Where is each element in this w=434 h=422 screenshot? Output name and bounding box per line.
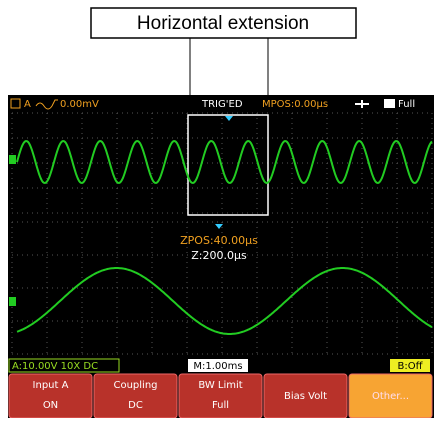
softkey-title: Coupling — [113, 380, 157, 391]
trigger-channel: A — [24, 99, 31, 110]
softkey-value: DC — [128, 400, 143, 411]
screenshot: Horizontal extension A 0.00mV TRIG'ED MP… — [0, 0, 434, 418]
trigger-level: 0.00mV — [60, 99, 99, 110]
softkey-title: BW Limit — [198, 380, 242, 391]
zoom-timebase: Z:200.0µs — [191, 249, 247, 262]
main-position: MPOS:0.00µs — [262, 99, 328, 110]
channel-marker — [9, 297, 16, 306]
zoom-position: ZPOS:40.00µs — [180, 234, 258, 247]
main-timebase: M:1.00ms — [193, 361, 242, 372]
softkey-title: Input A — [33, 380, 69, 391]
callout-label: Horizontal extension — [137, 13, 309, 34]
power-status: Full — [398, 99, 415, 110]
trigger-state: TRIG'ED — [201, 99, 243, 110]
softkey-value: ON — [43, 400, 58, 411]
channel-b-info: B:Off — [398, 361, 424, 372]
softkey-title: Other... — [372, 391, 409, 402]
channel-marker — [9, 155, 16, 164]
softkey-title: Bias Volt — [284, 391, 327, 402]
battery-icon — [384, 99, 395, 108]
softkey-value: Full — [212, 400, 229, 411]
channel-a-info: A:10.00V 10X DC — [12, 361, 98, 372]
